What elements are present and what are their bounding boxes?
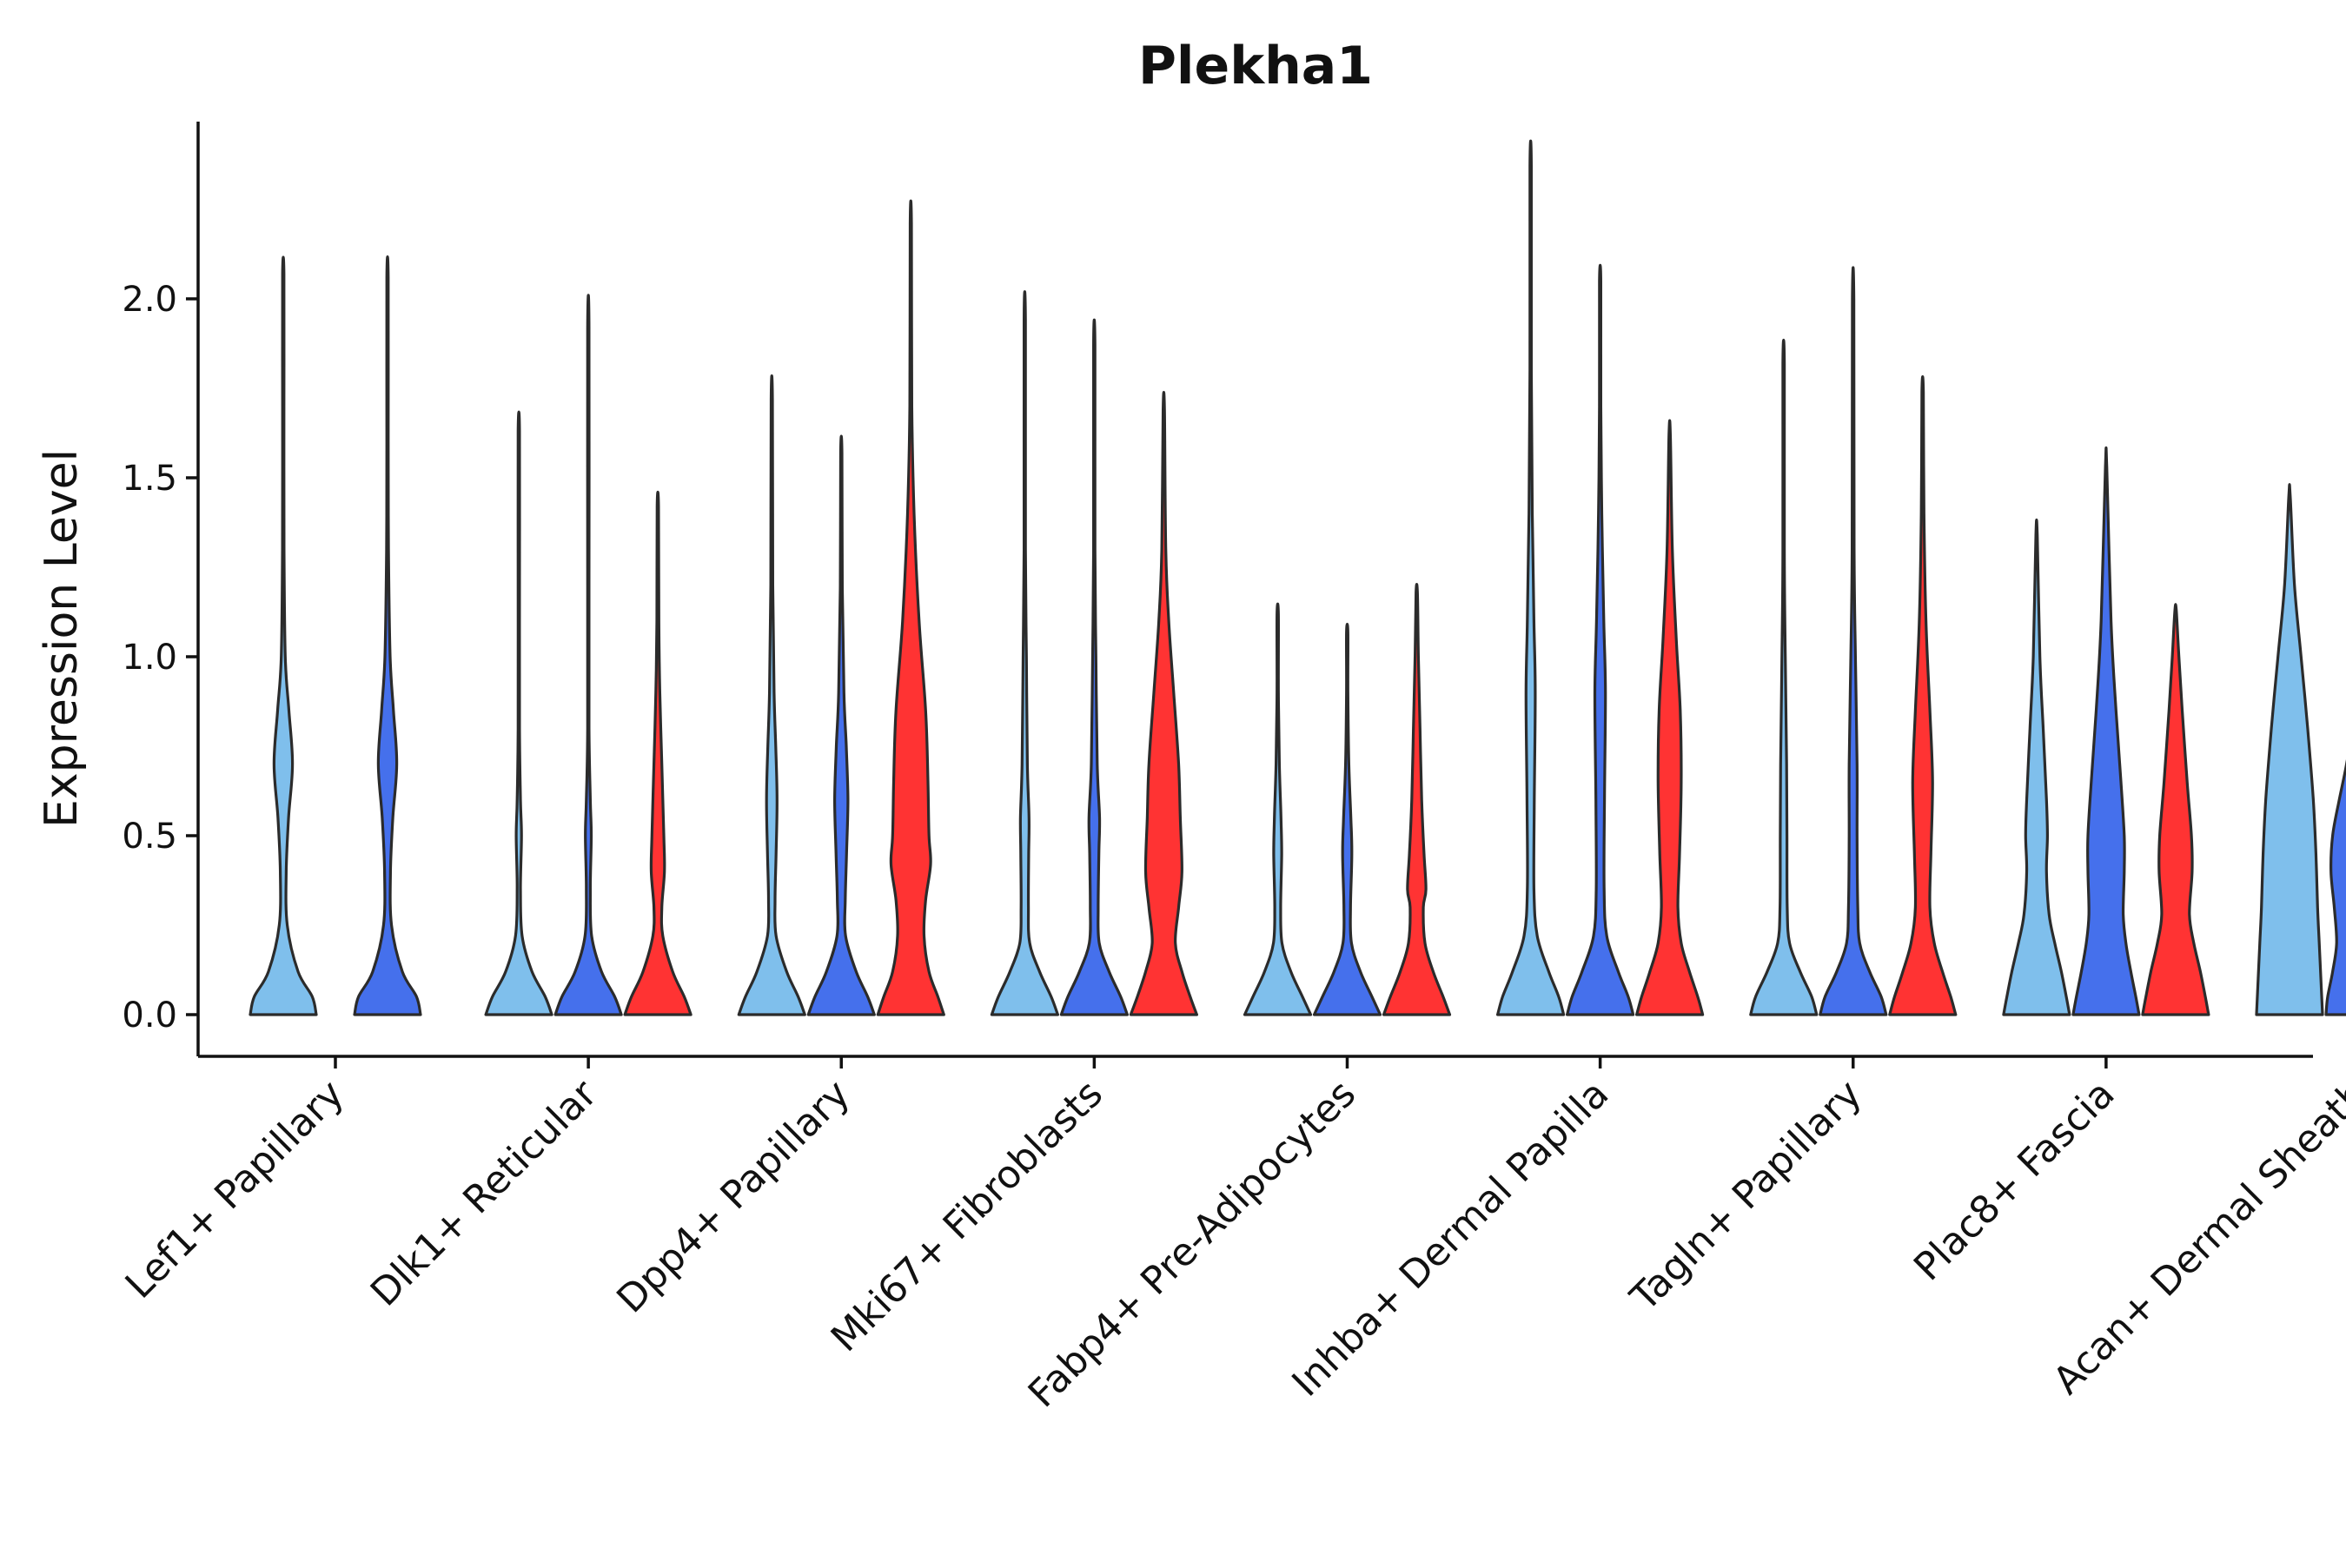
- violin-9-series-1: [2255, 483, 2324, 1016]
- violin-7-series-3: [1888, 375, 1958, 1016]
- violin-6-series-2: [1566, 263, 1635, 1016]
- violin-5-series-3: [1382, 582, 1452, 1016]
- x-tick-label: Lef1+ Papillary: [117, 1072, 353, 1307]
- violin-7-series-2: [1819, 266, 1888, 1016]
- violin-8-series-3: [2141, 603, 2210, 1016]
- violin-6-series-1: [1496, 139, 1566, 1016]
- violin-3-series-1: [737, 374, 806, 1016]
- axes-layer: 0.0 0.5 1.0 1.5 2.0 Lef1+ Papillary Dlk1+ Reti…: [117, 122, 2346, 1416]
- x-tick-label: Tagln+ Papillary: [1621, 1072, 1870, 1320]
- violin-6-series-3: [1635, 419, 1705, 1016]
- violin-2-series-1: [484, 410, 553, 1016]
- y-tick-label: 1.0: [122, 638, 177, 678]
- violin-2-series-2: [553, 294, 623, 1016]
- violin-8-series-1: [2002, 518, 2071, 1016]
- violin-7-series-1: [1749, 339, 1819, 1016]
- x-tick-label: Dpp4+ Papillary: [608, 1072, 858, 1322]
- violin-1-series-2: [353, 255, 422, 1016]
- violin-4-series-1: [990, 290, 1059, 1016]
- chart-title: Plekha1: [1138, 36, 1373, 96]
- y-tick-label: 2.0: [122, 280, 177, 320]
- x-tick-label: Dlk1+ Reticular: [362, 1071, 606, 1315]
- violin-2-series-3: [623, 490, 693, 1016]
- violins-layer: [249, 139, 2346, 1016]
- violin-3-series-3: [876, 199, 945, 1016]
- x-tick-label: Plac8+ Fascia: [1905, 1072, 2124, 1290]
- violin-5-series-1: [1243, 602, 1313, 1016]
- y-tick-label: 0.5: [122, 817, 177, 857]
- violin-4-series-2: [1059, 318, 1129, 1016]
- y-axis-label: Expression Level: [36, 449, 88, 828]
- violin-9-series-2: [2324, 758, 2346, 1016]
- y-tick-label: 0.0: [122, 996, 177, 1035]
- violin-5-series-2: [1312, 622, 1382, 1016]
- x-tick-label: Mki67+ Fibroblasts: [823, 1072, 1111, 1360]
- y-tick-label: 1.5: [122, 459, 177, 499]
- violin-3-series-2: [806, 434, 876, 1016]
- violin-1-series-1: [249, 255, 318, 1016]
- violin-4-series-3: [1129, 390, 1198, 1016]
- violin-8-series-2: [2071, 446, 2141, 1016]
